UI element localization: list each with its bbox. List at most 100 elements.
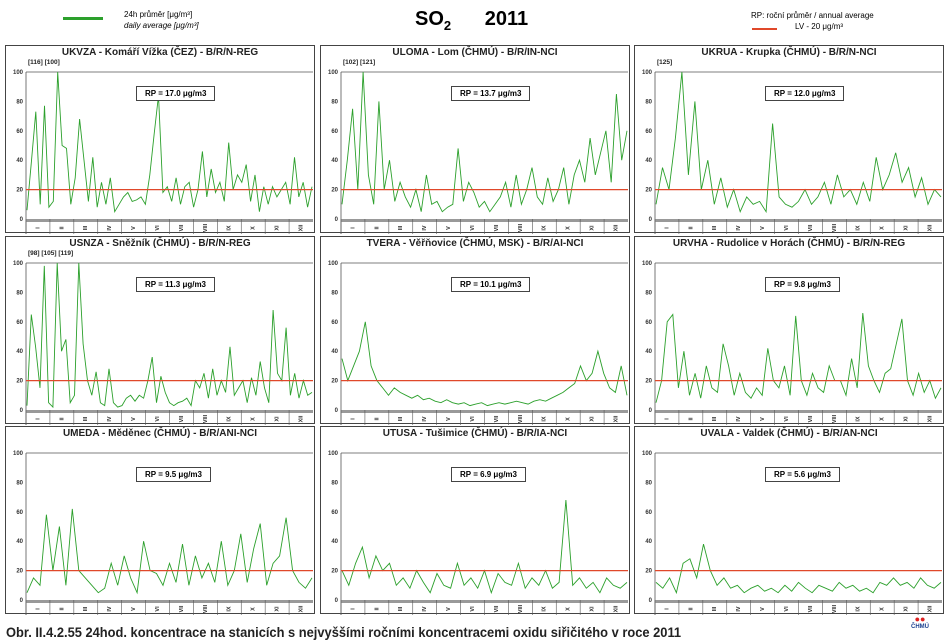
month-label: XI xyxy=(904,416,910,422)
month-label: I xyxy=(350,418,356,420)
month-label: IV xyxy=(736,416,742,422)
month-label: I xyxy=(35,227,41,229)
month-label: VI xyxy=(155,416,161,422)
chmu-logo: ●● ČHMÚ xyxy=(908,615,932,631)
month-label: XII xyxy=(298,605,304,612)
month-label: IV xyxy=(736,225,742,231)
month-label: XI xyxy=(590,606,596,612)
annual-average-box: RP = 6.9 μg/m3 xyxy=(451,467,526,482)
panel-title: URVHA - Rudolice v Horách (ČHMÚ) - B/R/N… xyxy=(672,238,906,249)
month-label: VII xyxy=(494,415,500,422)
figure-caption: Obr. II.4.2.55 24hod. koncentrace na sta… xyxy=(6,624,682,640)
y-tick-label: 80 xyxy=(331,290,338,296)
month-label: X xyxy=(880,417,886,421)
month-label: VIII xyxy=(832,414,838,423)
month-label: X xyxy=(880,226,886,230)
month-label: II xyxy=(374,607,380,611)
y-tick-label: 100 xyxy=(328,70,339,76)
annual-average-box: RP = 12.0 μg/m3 xyxy=(765,86,845,101)
month-label: III xyxy=(398,225,404,230)
y-tick-label: 60 xyxy=(16,129,23,135)
legend-lv-label: LV - 20 μg/m³ xyxy=(795,22,844,31)
month-label: I xyxy=(664,227,670,229)
month-label: IX xyxy=(227,606,233,612)
month-label: IV xyxy=(422,225,428,231)
y-tick-label: 80 xyxy=(645,99,652,105)
y-tick-label: 20 xyxy=(645,379,652,385)
month-label: X xyxy=(566,226,572,230)
y-tick-label: 40 xyxy=(645,158,652,164)
month-label: V xyxy=(131,417,137,421)
month-label: XI xyxy=(275,606,281,612)
off-scale-values: [116] [100] xyxy=(28,59,60,66)
month-label: X xyxy=(566,607,572,611)
y-tick-label: 40 xyxy=(645,539,652,545)
month-label: V xyxy=(131,607,137,611)
month-label: VII xyxy=(179,605,185,612)
month-label: VIII xyxy=(832,604,838,613)
y-tick-label: 80 xyxy=(331,99,338,105)
panel-title: USNZA - Sněžník (ČHMÚ) - B/R/N-REG xyxy=(69,238,251,249)
y-tick-label: 100 xyxy=(13,70,24,76)
month-label: VII xyxy=(494,605,500,612)
month-label: X xyxy=(880,607,886,611)
station-panel: 0 20 40 60 80 100 I II III IV V VI VII VIII IX X XI XII UR… xyxy=(634,236,944,425)
y-tick-label: 80 xyxy=(16,290,23,296)
panel-title: ULOMA - Lom (ČHMÚ) - B/R/IN-NCI xyxy=(392,47,558,58)
month-label: VI xyxy=(470,416,476,422)
y-tick-label: 40 xyxy=(645,349,652,355)
y-tick-label: 60 xyxy=(331,320,338,326)
month-label: II xyxy=(688,417,694,421)
y-tick-label: 100 xyxy=(642,261,653,267)
month-label: II xyxy=(59,607,65,611)
month-label: IX xyxy=(542,225,548,231)
daily-average-line xyxy=(655,312,942,403)
annual-average-box: RP = 13.7 μg/m3 xyxy=(451,86,531,101)
y-tick-label: 20 xyxy=(16,379,23,385)
station-panel: 0 20 40 60 80 100 I II III IV V VI VII VIII IX X XI XII UT… xyxy=(320,426,630,615)
month-label: IV xyxy=(422,416,428,422)
daily-average-line xyxy=(655,543,942,595)
month-label: III xyxy=(398,606,404,611)
month-label: VI xyxy=(470,225,476,231)
station-panel: 0 20 40 60 80 100 I II III IV V VI VII VIII IX X XI XII UK… xyxy=(634,45,944,234)
off-scale-values: [102] [121] xyxy=(343,59,376,66)
month-label: X xyxy=(251,417,257,421)
y-tick-label: 80 xyxy=(16,99,23,105)
month-label: XI xyxy=(590,416,596,422)
month-label: VIII xyxy=(832,223,838,232)
daily-average-line xyxy=(26,508,313,595)
month-label: VI xyxy=(784,606,790,612)
legend-daily-line xyxy=(63,17,103,20)
month-label: VI xyxy=(470,606,476,612)
y-tick-label: 0 xyxy=(20,598,24,604)
y-tick-label: 0 xyxy=(335,217,339,223)
y-tick-label: 40 xyxy=(16,349,23,355)
y-tick-label: 100 xyxy=(13,261,24,267)
y-tick-label: 40 xyxy=(331,349,338,355)
y-tick-label: 60 xyxy=(331,129,338,135)
month-label: VI xyxy=(784,416,790,422)
panel-title: TVERA - Věřňovice (ČHMÚ, MSK) - B/R/AI-N… xyxy=(366,238,584,249)
month-label: VII xyxy=(808,224,814,231)
y-tick-label: 0 xyxy=(20,217,24,223)
y-tick-label: 20 xyxy=(16,569,23,575)
y-tick-label: 100 xyxy=(328,261,339,267)
y-tick-label: 100 xyxy=(642,70,653,76)
month-label: I xyxy=(350,608,356,610)
month-label: VII xyxy=(494,224,500,231)
annual-average-box: RP = 17.0 μg/m3 xyxy=(136,86,216,101)
legend-daily-label-en: daily average [μg/m³] xyxy=(124,21,199,30)
daily-average-line xyxy=(26,262,313,409)
month-label: VII xyxy=(179,224,185,231)
month-label: II xyxy=(374,226,380,230)
station-panel: 0 20 40 60 80 100 I II III IV V VI VII VIII IX X XI XII TV… xyxy=(320,236,630,425)
y-tick-label: 0 xyxy=(649,408,653,414)
month-label: VIII xyxy=(518,414,524,423)
off-scale-values: [125] xyxy=(657,59,673,66)
